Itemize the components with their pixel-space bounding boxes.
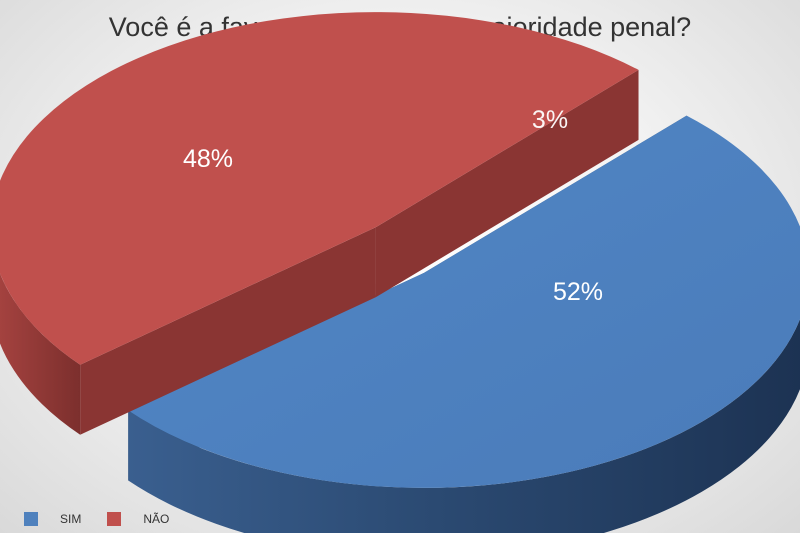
slice-side-sim [128,319,800,533]
data-label-extra: 3% [532,106,568,134]
legend-label-nao: NÃO [143,512,170,526]
slice-top-nao [0,12,639,365]
legend-item-sim: SIM [24,512,81,526]
legend-label-sim: SIM [60,512,82,526]
legend-item-nao: NÃO [107,512,169,526]
slice-side-nao [0,273,81,435]
legend-swatch-sim [24,512,38,526]
data-label-sim: 52% [553,278,603,306]
legend-swatch-nao [107,512,122,526]
slice-wall-nao-0 [80,227,376,435]
slice-top-sim [128,115,800,488]
slice-wall-nao-1 [375,69,639,298]
legend: SIM NÃO [24,512,195,526]
data-label-nao: 48% [183,145,233,173]
